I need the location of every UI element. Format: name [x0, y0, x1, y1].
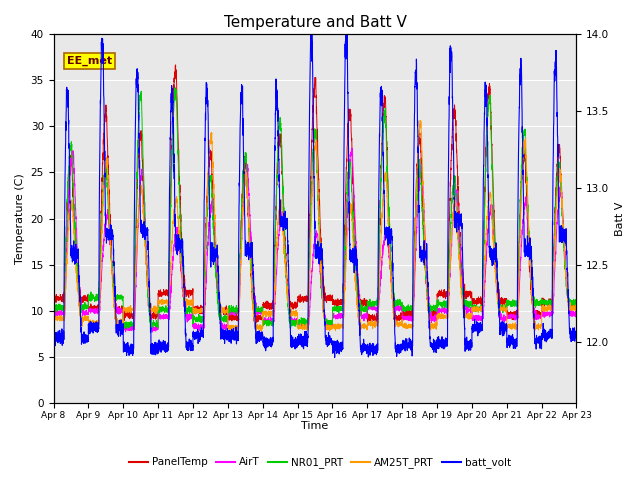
AirT: [148, 329, 156, 335]
PanelTemp: [143, 282, 151, 288]
batt_volt: [143, 227, 151, 233]
batt_volt: [331, 355, 339, 360]
batt_volt: [573, 332, 580, 337]
AM25T_PRT: [252, 328, 260, 334]
AirT: [572, 310, 580, 315]
NR01_PRT: [296, 317, 303, 323]
Line: PanelTemp: PanelTemp: [54, 65, 577, 324]
PanelTemp: [252, 321, 259, 327]
AM25T_PRT: [572, 304, 580, 310]
AM25T_PRT: [432, 320, 440, 326]
AM25T_PRT: [50, 316, 58, 322]
PanelTemp: [50, 294, 58, 300]
AM25T_PRT: [462, 313, 470, 319]
AirT: [143, 274, 151, 279]
Line: NR01_PRT: NR01_PRT: [54, 88, 577, 328]
Line: AirT: AirT: [54, 148, 577, 332]
batt_volt: [403, 348, 411, 353]
NR01_PRT: [120, 325, 128, 331]
NR01_PRT: [403, 307, 411, 313]
PanelTemp: [462, 291, 470, 297]
batt_volt: [432, 347, 440, 353]
batt_volt: [308, 28, 316, 34]
PanelTemp: [296, 294, 303, 300]
Y-axis label: Batt V: Batt V: [615, 202, 625, 236]
NR01_PRT: [572, 300, 580, 306]
batt_volt: [572, 331, 580, 336]
NR01_PRT: [50, 306, 58, 312]
Title: Temperature and Batt V: Temperature and Batt V: [223, 15, 406, 30]
batt_volt: [50, 340, 58, 346]
AirT: [348, 145, 356, 151]
NR01_PRT: [432, 308, 440, 314]
PanelTemp: [403, 312, 411, 317]
PanelTemp: [432, 312, 440, 317]
AM25T_PRT: [143, 274, 151, 279]
AirT: [462, 306, 470, 312]
Line: batt_volt: batt_volt: [54, 31, 577, 358]
AirT: [403, 317, 411, 323]
AM25T_PRT: [403, 323, 411, 329]
AirT: [432, 318, 440, 324]
AM25T_PRT: [296, 325, 303, 331]
AirT: [50, 310, 58, 315]
PanelTemp: [572, 300, 580, 305]
X-axis label: Time: Time: [301, 421, 328, 432]
Y-axis label: Temperature (C): Temperature (C): [15, 173, 25, 264]
AirT: [296, 324, 303, 330]
AirT: [573, 311, 580, 317]
PanelTemp: [573, 304, 580, 310]
batt_volt: [295, 338, 303, 344]
PanelTemp: [172, 62, 179, 68]
AM25T_PRT: [416, 118, 424, 123]
Line: AM25T_PRT: AM25T_PRT: [54, 120, 577, 331]
NR01_PRT: [573, 299, 580, 305]
batt_volt: [462, 345, 470, 350]
NR01_PRT: [144, 282, 152, 288]
NR01_PRT: [462, 300, 470, 306]
NR01_PRT: [172, 85, 179, 91]
AM25T_PRT: [573, 307, 580, 312]
Text: EE_met: EE_met: [67, 56, 112, 66]
Legend: PanelTemp, AirT, NR01_PRT, AM25T_PRT, batt_volt: PanelTemp, AirT, NR01_PRT, AM25T_PRT, ba…: [125, 453, 515, 472]
